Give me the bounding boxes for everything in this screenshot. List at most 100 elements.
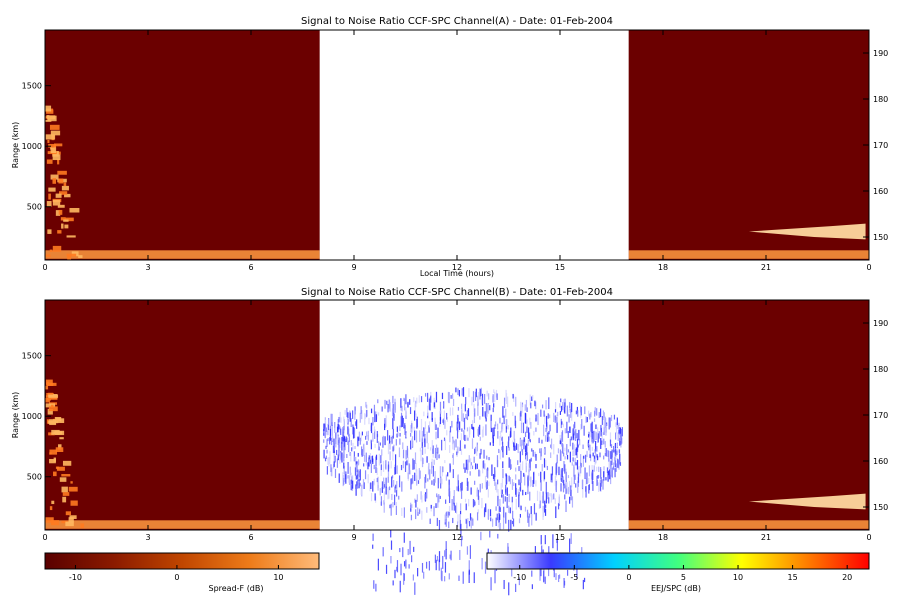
eej-echo-mark [588, 431, 590, 437]
colorbar-eej-spc: -10 -5 0 5 10 15 20 EEJ/SPC (dB) [486, 552, 870, 593]
eej-echo-mark [466, 546, 469, 555]
eej-echo-mark [590, 412, 592, 418]
eej-echo-mark [569, 408, 571, 413]
eej-echo-mark [493, 389, 495, 393]
eej-echo-mark [543, 471, 546, 480]
eej-echo-mark [345, 438, 347, 443]
eej-echo-mark [334, 427, 336, 434]
eej-echo-mark [370, 463, 372, 473]
eej-echo-mark [502, 423, 504, 431]
eej-echo-mark [449, 445, 451, 453]
eej-echo-mark [593, 465, 595, 472]
eej-echo-mark [406, 448, 409, 458]
eej-echo-mark [457, 406, 460, 411]
eej-echo-mark [330, 413, 332, 426]
eej-echo-mark [337, 419, 339, 429]
eej-echo-mark [410, 502, 412, 512]
eej-echo-mark [460, 449, 463, 455]
eej-echo-mark [352, 424, 354, 435]
eej-echo-mark [564, 402, 566, 414]
eej-echo-mark [548, 546, 550, 554]
eej-echo-mark [475, 446, 477, 454]
eej-echo-mark [468, 499, 470, 507]
eej-echo-mark [342, 428, 344, 438]
eej-echo-mark [515, 487, 517, 497]
eej-echo-mark [349, 466, 351, 476]
eej-echo-mark [616, 457, 618, 464]
eej-echo-mark [534, 546, 536, 559]
eej-echo-mark [517, 460, 519, 465]
eej-echo-mark [473, 403, 475, 413]
eej-echo-mark [567, 449, 570, 453]
eej-echo-mark [392, 450, 394, 461]
eej-echo-mark [533, 430, 535, 436]
eej-echo-mark [428, 425, 430, 433]
eej-echo-mark [588, 478, 590, 484]
eej-echo-mark [506, 496, 508, 509]
eej-echo-mark [596, 408, 598, 416]
eej-echo-mark [456, 521, 459, 528]
eej-echo-mark [466, 435, 468, 441]
eej-echo-mark [541, 439, 543, 444]
echo-layer [45, 250, 320, 259]
eej-echo-mark [597, 427, 599, 437]
eej-echo-mark [438, 551, 441, 563]
eej-echo-mark [520, 505, 522, 511]
eej-echo-mark [444, 420, 446, 429]
eej-echo-mark [389, 451, 391, 461]
eej-echo-mark [485, 417, 487, 422]
eej-echo-mark [502, 494, 504, 504]
x-tick-label: 3 [145, 263, 150, 272]
eej-echo-mark [591, 430, 593, 442]
eej-echo-mark [450, 550, 452, 561]
eej-echo-mark [495, 482, 497, 491]
spread-f-patch [61, 223, 64, 229]
eej-echo-mark [452, 517, 454, 524]
eej-echo-mark [614, 457, 616, 465]
eej-echo-mark [442, 466, 444, 473]
x-tick-label: 0 [866, 263, 871, 272]
eej-echo-mark [560, 468, 562, 478]
colorbar-gradient [44, 552, 320, 570]
eej-echo-mark [542, 510, 544, 520]
eej-echo-mark [355, 484, 357, 490]
eej-echo-mark [617, 424, 619, 430]
eej-echo-mark [473, 456, 475, 463]
eej-echo-mark [426, 431, 428, 444]
eej-echo-mark [508, 493, 510, 503]
eej-echo-mark [473, 427, 475, 438]
eej-echo-mark [354, 406, 356, 415]
eej-echo-mark [407, 402, 409, 408]
eej-echo-mark [471, 396, 473, 406]
eej-echo-mark [465, 397, 467, 405]
eej-echo-mark [428, 398, 431, 410]
eej-echo-mark [603, 466, 605, 471]
eej-echo-mark [396, 481, 398, 491]
eej-echo-mark [520, 422, 523, 434]
eej-echo-mark [555, 402, 557, 411]
eej-echo-mark [402, 442, 404, 450]
colorbar-ticks: -10 0 10 [69, 565, 284, 582]
eej-echo-mark [520, 463, 522, 472]
eej-echo-mark [342, 474, 344, 487]
spread-f-patch [53, 471, 57, 477]
eej-echo-mark [553, 412, 555, 423]
eej-echo-mark [476, 491, 478, 496]
eej-echo-mark [572, 457, 574, 462]
eej-echo-mark [600, 424, 602, 431]
eej-echo-mark [461, 535, 463, 541]
eej-echo-mark [450, 395, 452, 399]
eej-echo-mark [480, 531, 482, 541]
eej-echo-mark [431, 412, 433, 421]
eej-echo-mark [389, 486, 391, 491]
eej-echo-mark [356, 419, 358, 429]
eej-echo-mark [520, 410, 522, 417]
eej-echo-mark [569, 402, 571, 408]
eej-echo-mark [512, 510, 514, 520]
eej-echo-mark [363, 447, 366, 456]
eej-echo-mark [520, 412, 523, 424]
eej-echo-mark [362, 479, 365, 489]
eej-echo-mark [346, 437, 349, 445]
eej-echo-mark [468, 426, 471, 438]
